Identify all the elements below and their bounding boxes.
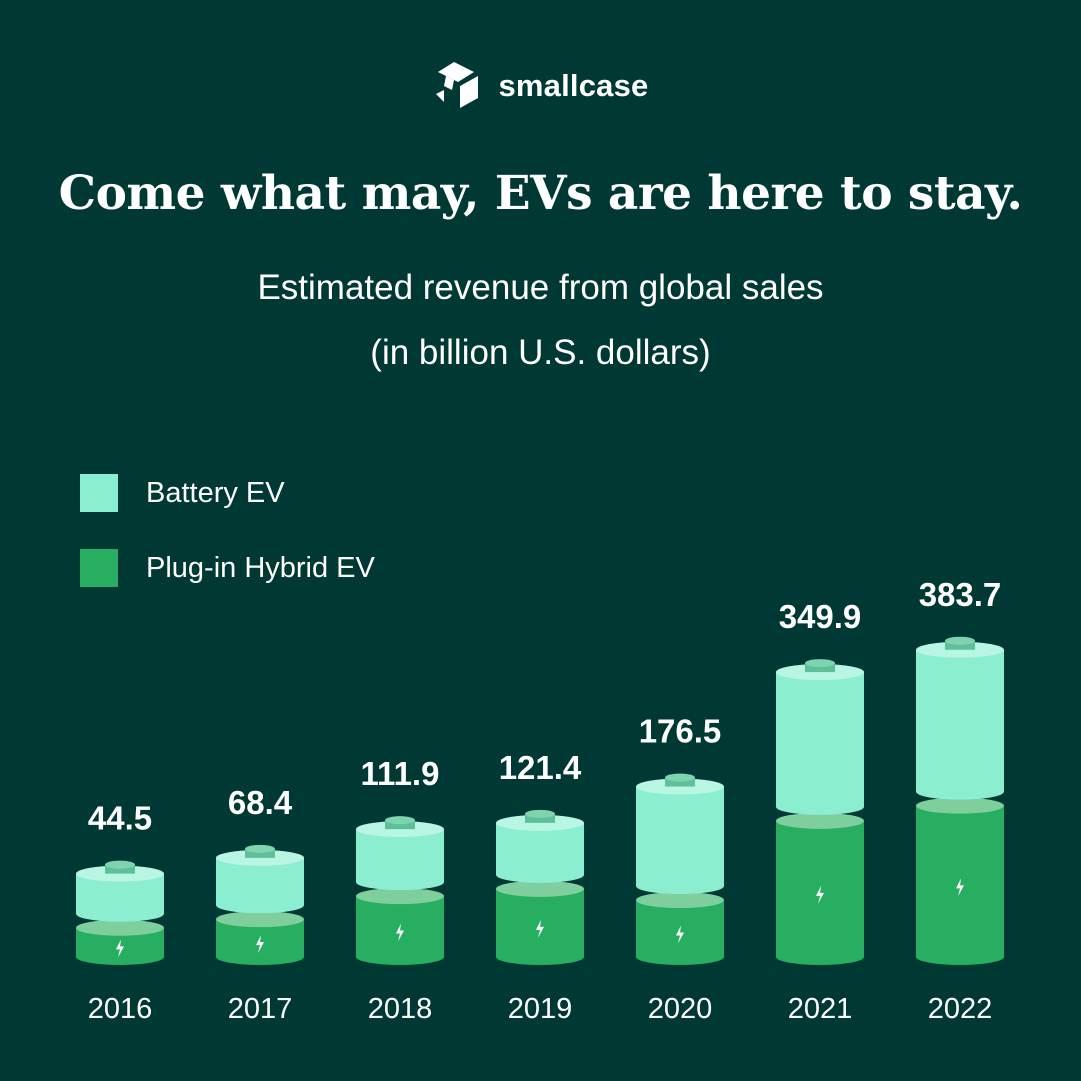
brand: smallcase	[0, 58, 1081, 114]
battery-terminal-cap-2018	[385, 816, 415, 825]
bar-battery-2019	[496, 814, 584, 883]
year-label-2018: 2018	[368, 993, 433, 1025]
battery-terminal-2016	[105, 864, 135, 874]
total-label-2016: 44.5	[88, 800, 152, 837]
lightning-icon-2018	[396, 923, 404, 942]
total-label-2019: 121.4	[499, 749, 582, 786]
legend-swatch-plug-in-hybrid-ev	[80, 549, 118, 587]
chart-subtitle-line-1: Estimated revenue from global sales	[257, 268, 824, 307]
battery-terminal-cap-2019	[525, 809, 555, 818]
year-label-2022: 2022	[928, 993, 993, 1025]
bar-battery-2022	[916, 641, 1004, 800]
battery-terminal-2019	[525, 813, 555, 823]
page-title: Come what may, EVs are here to stay.	[58, 166, 1023, 221]
battery-terminal-cap-2017	[245, 844, 275, 853]
bar-battery-2018	[356, 821, 444, 891]
legend-swatch-battery-ev	[80, 474, 118, 512]
smallcase-logo-icon	[436, 62, 479, 108]
chart-subtitle-line-2: (in billion U.S. dollars)	[370, 333, 711, 372]
brand-name: smallcase	[498, 68, 649, 103]
total-label-2022: 383.7	[919, 576, 1002, 613]
lightning-icon-2020	[676, 925, 684, 944]
total-label-2020: 176.5	[639, 713, 722, 750]
year-label-2017: 2017	[228, 993, 293, 1025]
battery-terminal-2018	[385, 820, 415, 830]
year-label-2020: 2020	[648, 993, 713, 1025]
bar-battery-2021	[776, 664, 864, 815]
legend-label-battery-ev: Battery EV	[146, 476, 285, 509]
battery-terminal-2022	[945, 640, 975, 650]
battery-terminal-2021	[805, 663, 835, 673]
legend-label-plug-in-hybrid-ev: Plug-in Hybrid EV	[146, 551, 375, 584]
total-label-2021: 349.9	[779, 598, 862, 635]
total-label-2018: 111.9	[361, 755, 440, 792]
battery-terminal-2020	[665, 777, 695, 787]
year-label-2019: 2019	[508, 993, 573, 1025]
bar-battery-2017	[216, 849, 304, 914]
battery-terminal-cap-2016	[105, 860, 135, 869]
lightning-icon-2019	[536, 919, 544, 938]
battery-terminal-2017	[245, 848, 275, 858]
year-label-2021: 2021	[788, 993, 853, 1025]
battery-terminal-cap-2022	[945, 636, 975, 645]
lightning-icon-2022	[956, 878, 964, 897]
lightning-icon-2016	[116, 939, 124, 958]
lightning-icon-2017	[256, 935, 264, 954]
legend-item-plug-in-hybrid-ev: Plug-in Hybrid EV	[80, 549, 375, 587]
battery-terminal-cap-2021	[805, 659, 835, 668]
year-label-2016: 2016	[88, 993, 153, 1025]
bar-battery-2020	[636, 778, 724, 895]
total-label-2017: 68.4	[228, 784, 293, 821]
legend-item-battery-ev: Battery EV	[80, 474, 285, 512]
lightning-icon-2021	[816, 885, 824, 904]
bar-battery-2016	[76, 865, 164, 922]
battery-terminal-cap-2020	[665, 773, 695, 782]
